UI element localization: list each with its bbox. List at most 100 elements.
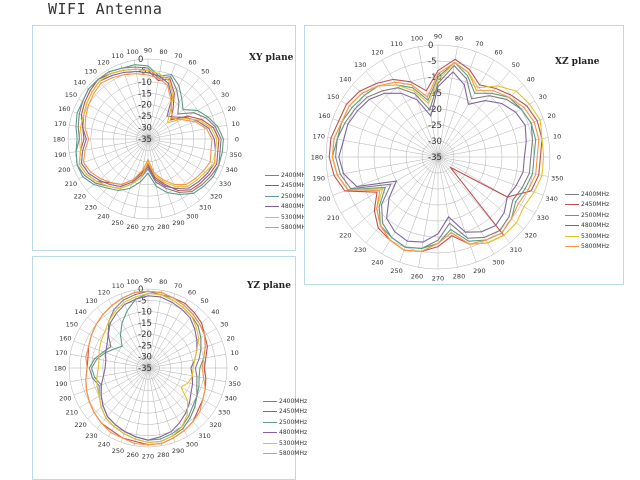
series-line-5300MHz <box>96 292 200 444</box>
ring-label: -15 <box>138 319 152 329</box>
legend-item: 2450MHz <box>265 181 309 192</box>
grid-spoke <box>147 367 162 446</box>
legend-label: 4800MHz <box>281 203 310 211</box>
grid-spoke <box>147 367 226 382</box>
legend-item: 5300MHz <box>263 438 307 449</box>
angle-label: 190 <box>313 175 325 183</box>
legend-label: 5300MHz <box>581 232 610 240</box>
angle-label: 130 <box>85 297 97 305</box>
angle-label: 290 <box>172 447 184 455</box>
grid-spoke <box>107 69 149 140</box>
ring-label: -5 <box>428 57 436 67</box>
grid-spoke <box>147 69 189 140</box>
grid-spoke <box>87 367 149 419</box>
ring-label: -20 <box>138 330 152 340</box>
legend-item: 5800MHz <box>265 223 309 234</box>
grid-spoke <box>437 156 544 196</box>
legend-item: 5300MHz <box>265 212 309 223</box>
angle-label: 140 <box>339 76 351 84</box>
legend-item: 2500MHz <box>263 417 307 428</box>
ring-label: -30 <box>428 137 442 147</box>
grid-spoke <box>352 156 439 230</box>
angle-label: 200 <box>59 395 71 403</box>
grid-spoke <box>78 98 149 140</box>
legend-swatch <box>265 185 279 187</box>
legend-swatch <box>565 193 579 195</box>
grid-spoke <box>327 156 439 177</box>
angle-label: 20 <box>548 112 556 120</box>
angle-label: 340 <box>545 195 557 203</box>
legend-item: 2400MHz <box>265 170 309 181</box>
legend-swatch <box>565 214 579 216</box>
angle-label: 270 <box>142 453 154 461</box>
xy-plane-chart: 0-5-10-15-20-25-30-35 0102030405060708090… <box>53 47 242 233</box>
angle-label: 270 <box>142 225 154 233</box>
legend-label: 2450MHz <box>581 201 610 209</box>
angle-label: 280 <box>453 273 465 281</box>
ring-label: -25 <box>138 112 152 122</box>
grid-spoke <box>147 367 217 408</box>
yz-plane-title: YZ plane <box>247 281 291 291</box>
series-line-2400MHz <box>335 64 534 249</box>
ring-label: -35 <box>138 364 152 374</box>
angle-label: 300 <box>186 441 198 449</box>
legend-swatch <box>263 432 277 434</box>
angle-label: 340 <box>225 166 237 174</box>
legend-label: 2500MHz <box>581 211 610 219</box>
xz-plane-title: XZ plane <box>555 57 600 67</box>
grid-spoke <box>133 138 149 218</box>
xz-plane-legend: 2400MHz 2450MHz 2500MHz 4800MHz 5300MHz … <box>565 189 609 252</box>
angle-label: 190 <box>55 380 67 388</box>
angle-label: 180 <box>53 136 65 144</box>
angle-label: 0 <box>557 154 561 162</box>
legend-swatch <box>263 442 277 444</box>
grid-spoke <box>147 290 162 369</box>
angle-label: 310 <box>198 432 210 440</box>
ring-label: 0 <box>138 285 143 295</box>
angle-label: 210 <box>65 180 77 188</box>
angle-label: 40 <box>527 76 535 84</box>
ring-label: -5 <box>138 66 146 76</box>
angle-label: 60 <box>188 58 196 66</box>
angle-label: 160 <box>58 105 70 113</box>
angle-label: 240 <box>371 258 383 266</box>
angle-label: 230 <box>85 432 97 440</box>
grid-spoke <box>147 138 227 154</box>
ring-label: -5 <box>138 296 146 306</box>
legend-item: 5800MHz <box>263 449 307 460</box>
angle-label: 160 <box>59 334 71 342</box>
angle-label: 10 <box>553 132 561 140</box>
series-line-5800MHz <box>85 290 206 446</box>
legend-swatch <box>263 411 277 413</box>
angle-label: 350 <box>228 380 240 388</box>
angle-label: 140 <box>74 78 86 86</box>
grid-spoke <box>70 367 149 382</box>
angle-label: 330 <box>218 409 230 417</box>
legend-item: 4800MHz <box>263 428 307 439</box>
legend-item: 5800MHz <box>565 242 609 253</box>
legend-swatch <box>265 174 279 176</box>
grid-spoke <box>87 317 149 369</box>
series-line-2400MHz <box>75 66 222 193</box>
angle-label: 0 <box>235 136 239 144</box>
grid-spoke <box>147 367 223 396</box>
grid-spoke <box>399 51 439 158</box>
grid-spoke <box>340 156 439 214</box>
grid-spoke <box>437 137 549 158</box>
grid-spoke <box>120 367 149 443</box>
angle-label: 30 <box>221 91 229 99</box>
angle-label: 290 <box>172 219 184 227</box>
grid-spoke <box>147 354 226 369</box>
angle-label: 260 <box>127 451 139 459</box>
angle-label: 230 <box>354 246 366 254</box>
grid-spoke <box>147 367 176 443</box>
legend-item: 2400MHz <box>565 189 609 200</box>
angle-label: 110 <box>112 282 124 290</box>
legend-label: 2450MHz <box>281 182 310 190</box>
angle-label: 70 <box>174 282 182 290</box>
ring-label: -30 <box>138 353 152 363</box>
angle-label: 90 <box>434 33 442 41</box>
angle-label: 350 <box>551 175 563 183</box>
series-line-5800MHz <box>83 73 213 186</box>
ring-label: -15 <box>138 89 152 99</box>
